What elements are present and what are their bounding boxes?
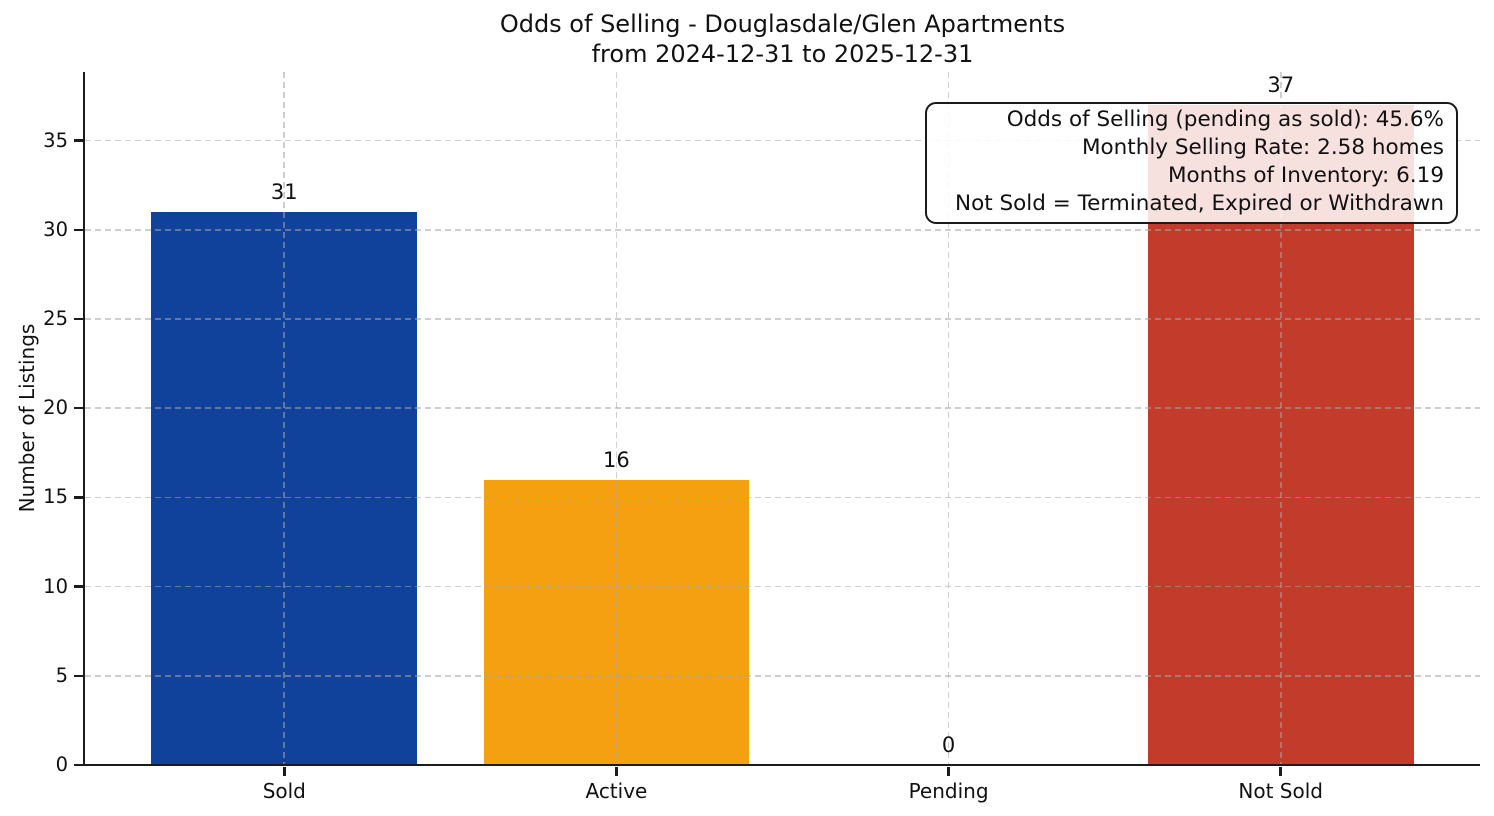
annotation-not-sold-definition: Not Sold = Terminated, Expired or Withdr…: [955, 191, 1444, 216]
x-tick-mark: [615, 767, 618, 776]
y-tick-mark: [73, 139, 83, 142]
x-tick-mark: [1279, 767, 1282, 776]
bar-value-label: 0: [941, 733, 956, 757]
plot-area: 0 5 10 15 20 25 30 35 31 Sold 16 Active 0 Pending 37 No…: [43, 72, 1480, 803]
y-tick-label: 0: [55, 753, 68, 776]
y-gridline: [85, 496, 1480, 499]
stats-annotation-box: Odds of Selling (pending as sold): 45.6%…: [925, 102, 1458, 224]
y-tick-mark: [73, 674, 83, 678]
x-tick-label-pending: Pending: [908, 779, 989, 803]
y-gridline: [85, 407, 1480, 410]
x-tick-label-active: Active: [585, 779, 648, 803]
y-tick-label: 10: [43, 574, 68, 598]
y-axis-spine: [82, 72, 85, 766]
x-gridline: [947, 72, 950, 765]
y-gridline: [85, 229, 1480, 231]
annotation-monthly-selling-rate: Monthly Selling Rate: 2.58 homes: [1081, 135, 1444, 160]
bar-value-label: 37: [1267, 73, 1295, 97]
y-gridline: [85, 675, 1480, 677]
y-tick-mark: [73, 317, 83, 321]
x-axis-spine: [82, 763, 1480, 766]
annotation-months-of-inventory: Months of Inventory: 6.19: [1167, 163, 1444, 188]
y-tick-label: 15: [43, 485, 68, 509]
y-tick-mark: [73, 763, 83, 767]
y-tick-mark: [73, 585, 83, 588]
chart-title-line1: Odds of Selling - Douglasdale/Glen Apart…: [499, 10, 1066, 38]
y-tick-label: 35: [43, 128, 68, 152]
y-gridline: [85, 318, 1480, 320]
chart-title: Odds of Selling - Douglasdale/Glen Apart…: [85, 9, 1480, 69]
annotation-odds-of-selling: Odds of Selling (pending as sold): 45.6%: [1006, 107, 1444, 132]
y-tick-mark: [73, 406, 83, 410]
x-tick-label-not-sold: Not Sold: [1238, 779, 1323, 803]
y-gridline: [85, 585, 1480, 588]
x-tick-label-sold: Sold: [262, 779, 306, 803]
x-tick-mark: [947, 767, 950, 776]
x-gridline: [615, 72, 618, 765]
y-tick-label: 30: [43, 217, 68, 241]
x-gridline: [283, 72, 286, 765]
x-tick-mark: [283, 767, 286, 776]
y-tick-label: 5: [55, 663, 68, 687]
x-gridline: [1279, 72, 1282, 765]
y-tick-label: 20: [43, 396, 68, 420]
y-gridline: [85, 139, 1480, 142]
bar-value-label: 16: [603, 447, 630, 472]
bar-value-label: 31: [270, 180, 298, 205]
y-tick-label: 25: [43, 307, 68, 331]
chart-title-line2: from 2024-12-31 to 2025-12-31: [591, 40, 974, 68]
y-tick-mark: [73, 228, 83, 232]
y-tick-mark: [73, 496, 83, 499]
